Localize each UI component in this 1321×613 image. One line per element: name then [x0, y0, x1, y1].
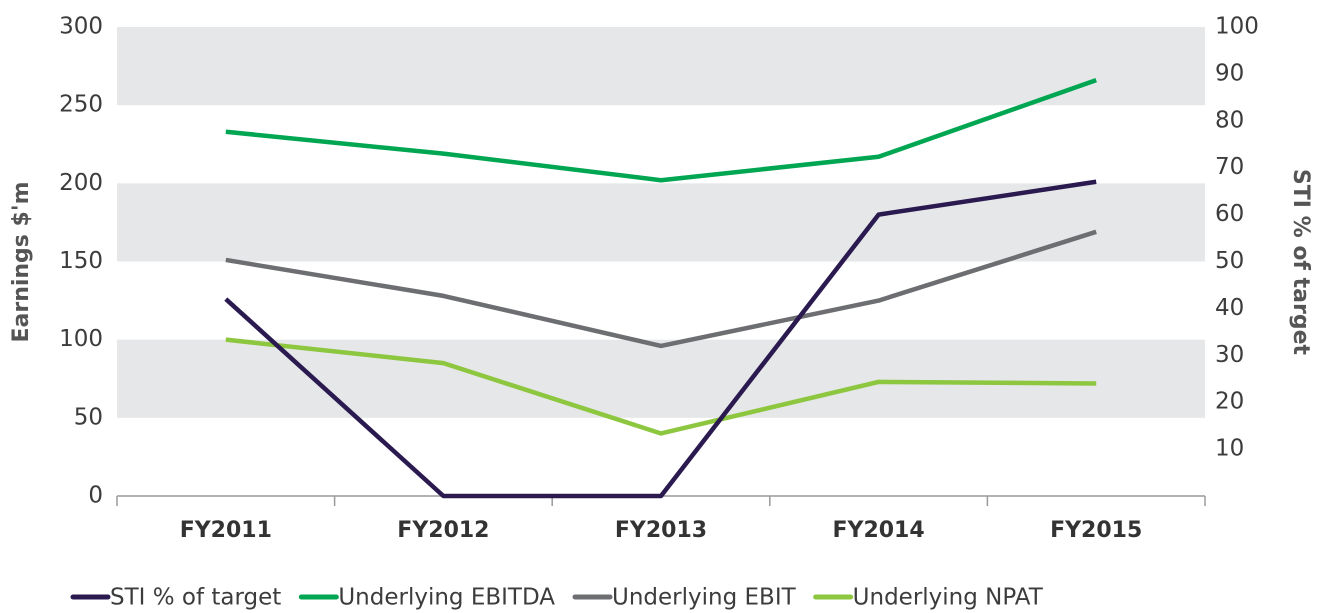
series-line: [225, 78, 1097, 183]
x-tick-label: FY2015: [1050, 518, 1142, 543]
y2-tick-label: 10: [1215, 436, 1244, 462]
grid-band: [117, 339, 1205, 418]
legend-label: Underlying EBIT: [612, 585, 797, 611]
x-tick-label: FY2014: [832, 518, 924, 543]
y-tick-label: 300: [59, 14, 103, 40]
y2-tick-label: 30: [1215, 342, 1244, 368]
y2-tick-label: 20: [1215, 389, 1244, 415]
y2-tick-label: 80: [1215, 107, 1244, 133]
y-tick-label: 50: [74, 404, 103, 430]
series-line: [225, 337, 1097, 436]
grid-band: [117, 27, 1205, 106]
y2-tick-label: 90: [1215, 60, 1244, 86]
x-tick-label: FY2011: [180, 518, 272, 543]
grid-bands: [117, 27, 1205, 418]
y2-tick-label: 70: [1215, 154, 1244, 180]
y-tick-label: 200: [59, 170, 103, 196]
x-tick-label: FY2013: [615, 518, 707, 543]
legend-label: Underlying EBITDA: [338, 585, 555, 611]
grid-band: [117, 183, 1205, 262]
y2-tick-label: 60: [1215, 201, 1244, 227]
y2-tick-label: 50: [1215, 248, 1244, 274]
y-tick-label: 250: [59, 92, 103, 118]
legend-label: STI % of target: [110, 585, 281, 611]
y2-tick-label: 100: [1215, 14, 1259, 40]
y2-tick-label: 40: [1215, 295, 1244, 321]
y2-axis-label: STI % of target: [1288, 169, 1313, 356]
y-tick-label: 0: [88, 483, 103, 509]
y-axis-label: Earnings $'m: [9, 181, 34, 342]
series-line: [225, 229, 1097, 349]
legend-label: Underlying NPAT: [853, 585, 1044, 611]
y-tick-label: 150: [59, 248, 103, 274]
series-line: [224, 179, 1097, 499]
y-tick-label: 100: [59, 326, 103, 352]
x-tick-label: FY2012: [397, 518, 489, 543]
